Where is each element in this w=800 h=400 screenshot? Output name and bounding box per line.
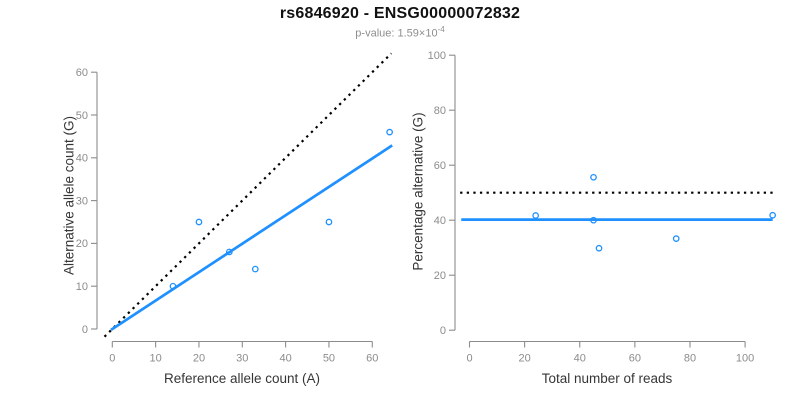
- figure-subtitle: p-value: 1.59×10-4: [0, 25, 800, 40]
- y-tick-label: 0: [82, 324, 88, 336]
- data-point: [595, 244, 603, 252]
- x-tick-label: 20: [518, 353, 530, 365]
- y-tick-label: 20: [76, 238, 88, 250]
- fit-line: [110, 144, 393, 331]
- x-tick-label: 0: [109, 353, 115, 365]
- y-tick-label: 10: [76, 281, 88, 293]
- x-tick-label: 30: [236, 353, 248, 365]
- data-point: [225, 248, 233, 256]
- percentage-alternative-plot: 0 20 40 60 80 100 0 20 40 60 80 100: [428, 50, 777, 365]
- data-point: [532, 212, 539, 219]
- left-y-axis-title: Alternative allele count (G): [61, 115, 77, 276]
- y-tick-label: 50: [76, 110, 88, 122]
- y-tick-label: 80: [434, 105, 446, 117]
- right-x-axis-title: Total number of reads: [541, 371, 673, 386]
- x-tick-label: 60: [629, 353, 641, 365]
- y-tick-label: 100: [428, 50, 446, 62]
- data-point: [590, 173, 597, 181]
- x-tick-label: 20: [193, 353, 205, 365]
- pvalue-text: p-value: 1.59×10: [355, 27, 438, 40]
- x-tick-label: 60: [366, 353, 378, 365]
- data-point: [195, 218, 203, 226]
- pvalue-exponent: -4: [437, 25, 445, 34]
- y-tick-label: 0: [440, 325, 446, 337]
- x-tick-label: 0: [466, 353, 472, 365]
- identity-line: [103, 52, 393, 338]
- x-tick-label: 80: [684, 353, 696, 365]
- y-tick-label: 60: [434, 160, 446, 172]
- y-tick-label: 20: [434, 270, 446, 282]
- x-tick-label: 10: [150, 353, 162, 365]
- y-tick-label: 30: [76, 195, 88, 207]
- figure-title: rs6846920 - ENSG00000072832: [279, 5, 521, 22]
- x-tick-label: 40: [279, 353, 291, 365]
- x-tick-label: 40: [574, 353, 586, 365]
- data-point: [251, 265, 259, 273]
- x-tick-label: 100: [736, 353, 754, 365]
- data-point: [769, 211, 777, 219]
- x-tick-label: 50: [323, 353, 335, 365]
- y-tick-label: 60: [76, 67, 88, 79]
- data-point: [169, 282, 177, 290]
- data-point: [386, 128, 393, 136]
- data-point: [590, 216, 597, 224]
- left-x-axis-title: Reference allele count (A): [163, 371, 321, 386]
- data-point: [672, 235, 680, 242]
- right-y-axis-title: Percentage alternative (G): [410, 112, 426, 271]
- data-point: [325, 218, 333, 226]
- allele-counts-plot: 0 10 20 30 40 50 60 0 10 20 30 40 50 60: [76, 52, 393, 365]
- y-tick-label: 40: [434, 215, 446, 227]
- y-tick-label: 40: [76, 153, 88, 165]
